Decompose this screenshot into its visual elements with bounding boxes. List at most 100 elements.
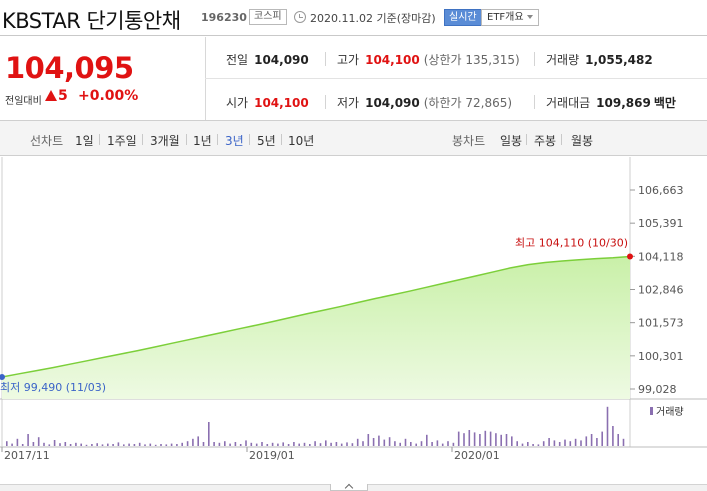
- volume-bar: [527, 442, 529, 446]
- candle-weekly[interactable]: 주봉: [534, 134, 557, 148]
- volume-bar: [542, 441, 545, 446]
- stat-volume: 거래량 1,055,482: [546, 51, 653, 68]
- line-chart-label: 선차트: [30, 134, 64, 148]
- volume-bar: [431, 442, 433, 446]
- volume-bar: [585, 436, 588, 446]
- current-price: 104,095: [5, 51, 134, 85]
- volume-bar: [388, 437, 391, 446]
- divider: [281, 134, 282, 145]
- stat-note: (상한가 135,315): [423, 53, 520, 67]
- volume-bar: [96, 443, 98, 446]
- divider: [205, 78, 707, 79]
- etf-overview-dropdown[interactable]: ETF개요: [481, 9, 539, 26]
- divider: [142, 134, 143, 145]
- volume-bar: [436, 440, 439, 446]
- volume-bar: [181, 442, 183, 446]
- price-area: [2, 256, 630, 399]
- volume-bar: [601, 431, 603, 446]
- stat-prev-close: 전일 104,090: [226, 51, 309, 68]
- volume-bar: [335, 442, 338, 446]
- volume-bar: [378, 435, 380, 446]
- market-badge: 코스피: [249, 9, 287, 25]
- stat-unit: 백만: [653, 96, 676, 110]
- stock-header: KBSTAR 단기통안채 196230 코스피 2020.11.02 기준(장마…: [0, 0, 707, 36]
- volume-bar: [21, 444, 24, 446]
- change-value: 5: [58, 88, 68, 104]
- clock-icon: [294, 11, 306, 23]
- realtime-button[interactable]: 실시간: [444, 9, 482, 26]
- period-5y[interactable]: 5년: [257, 134, 276, 148]
- volume-bar: [165, 444, 168, 446]
- volume-bar: [245, 440, 247, 446]
- period-1w[interactable]: 1주일: [107, 134, 137, 148]
- volume-bar: [133, 444, 136, 446]
- volume-bar: [309, 444, 311, 446]
- volume-bar: [500, 434, 502, 446]
- y-tick-label: 99,028: [638, 383, 677, 396]
- divider: [217, 134, 218, 145]
- y-tick-label: 106,663: [638, 184, 684, 197]
- chevron-down-icon: [526, 15, 533, 19]
- volume-bar: [548, 438, 550, 446]
- volume-bar: [426, 434, 428, 446]
- price-chart: 106,663 105,391 104,118 102,846 101,573 100,3…: [0, 157, 707, 462]
- volume-bar: [463, 433, 465, 446]
- volume-bar: [622, 438, 625, 446]
- stat-label: 저가: [337, 96, 360, 110]
- min-label: 최저 99,490 (11/03): [0, 381, 106, 394]
- volume-legend-swatch: [650, 407, 653, 415]
- volume-bar: [6, 441, 8, 446]
- candle-daily[interactable]: 일봉: [500, 134, 523, 148]
- max-point: [627, 253, 633, 260]
- period-3y[interactable]: 3년: [225, 134, 244, 148]
- volume-bar: [224, 441, 226, 446]
- divider: [534, 95, 535, 109]
- volume-bar: [80, 443, 82, 446]
- volume-bar: [319, 443, 322, 446]
- candle-monthly[interactable]: 월봉: [571, 134, 594, 148]
- volume-bar: [282, 442, 284, 446]
- period-3m[interactable]: 3개월: [150, 134, 180, 148]
- stat-low: 저가 104,090 (하한가 72,865): [337, 94, 512, 111]
- triangle-up-icon: [45, 90, 57, 101]
- volume-bar: [367, 434, 370, 446]
- volume-legend: 거래량: [656, 406, 684, 418]
- etf-overview-label: ETF개요: [487, 12, 524, 23]
- volume-bar: [596, 438, 598, 446]
- volume-bar: [91, 444, 93, 446]
- collapse-toggle[interactable]: [330, 484, 368, 491]
- volume-bar: [511, 436, 513, 446]
- stat-note: (하한가 72,865): [423, 96, 513, 110]
- volume-bar: [37, 437, 40, 446]
- stat-value: 104,090: [254, 53, 309, 67]
- divider: [561, 134, 562, 145]
- volume-bar: [314, 441, 316, 446]
- volume-bar: [468, 430, 471, 446]
- volume-bar: [298, 443, 300, 446]
- volume-bar: [186, 441, 189, 446]
- volume-bar: [64, 442, 67, 446]
- stock-code: 196230: [201, 11, 247, 24]
- volume-bar: [346, 442, 348, 446]
- volume-bar: [128, 443, 130, 446]
- volume-bar: [75, 442, 77, 446]
- volume-bar: [144, 444, 146, 446]
- volume-bar: [107, 443, 109, 446]
- period-1d[interactable]: 1일: [75, 134, 94, 148]
- volume-bar: [356, 438, 359, 446]
- volume-bar: [271, 442, 274, 446]
- divider: [325, 52, 326, 66]
- volume-bar: [362, 441, 364, 446]
- volume-bar: [330, 442, 332, 446]
- volume-bar: [48, 444, 51, 446]
- stat-label: 전일: [226, 53, 249, 67]
- volume-bar: [351, 443, 354, 446]
- volume-bar: [564, 439, 566, 446]
- period-1y[interactable]: 1년: [193, 134, 212, 148]
- volume-bar: [383, 439, 386, 446]
- period-10y[interactable]: 10년: [288, 134, 315, 148]
- x-tick-label: 2020/01: [454, 449, 500, 462]
- volume-bar: [415, 443, 417, 446]
- volume-bar: [489, 431, 492, 446]
- volume-bar: [112, 444, 114, 446]
